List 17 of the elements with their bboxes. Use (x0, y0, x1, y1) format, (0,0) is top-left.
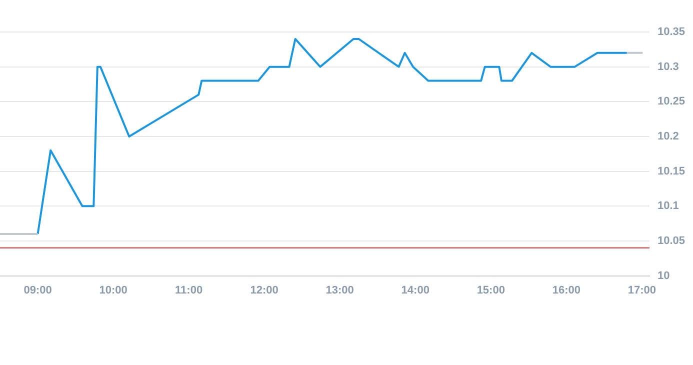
y-tick-label: 10.15 (657, 165, 686, 178)
x-tick-label: 11:00 (175, 284, 203, 296)
x-tick-label: 10:00 (99, 284, 128, 296)
y-tick-label: 10 (657, 270, 670, 282)
x-tick-label: 17:00 (628, 284, 656, 296)
y-tick-label: 10.2 (657, 130, 679, 143)
x-tick-label: 14:00 (401, 284, 430, 296)
y-tick-label: 10.1 (657, 200, 679, 212)
x-tick-label: 09:00 (24, 284, 52, 296)
y-tick-label: 10.05 (657, 235, 686, 248)
y-tick-label: 10.35 (657, 26, 686, 38)
y-tick-label: 10.25 (657, 96, 686, 108)
x-tick-label: 16:00 (552, 284, 580, 296)
y-tick-label: 10.3 (657, 60, 679, 73)
x-tick-label: 12:00 (250, 284, 278, 296)
x-tick-label: 15:00 (476, 284, 505, 296)
x-tick-label: 13:00 (326, 284, 354, 296)
